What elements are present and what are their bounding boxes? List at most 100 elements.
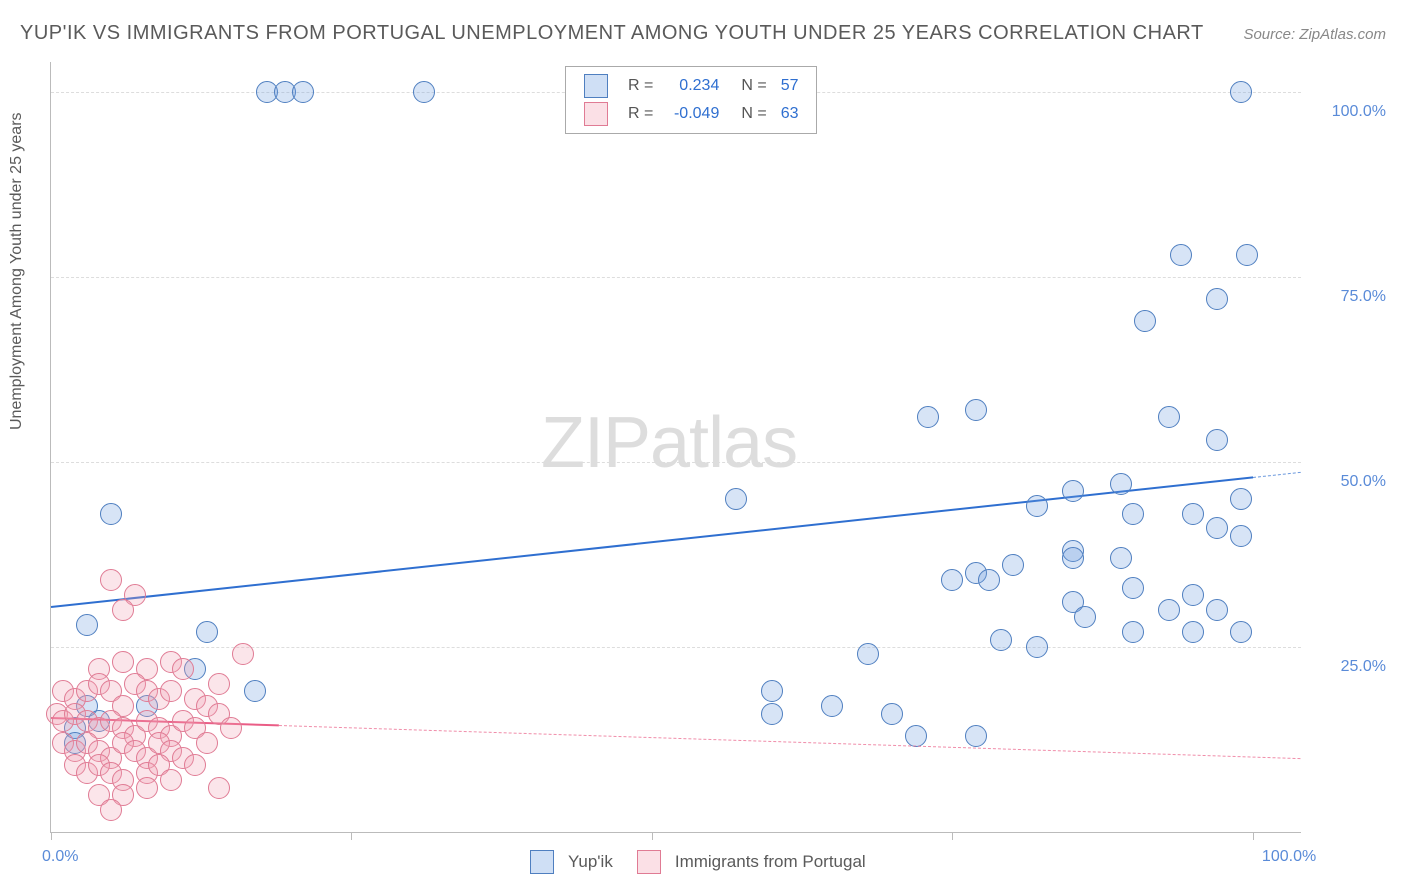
data-point bbox=[1170, 244, 1192, 266]
data-point bbox=[1110, 473, 1132, 495]
data-point bbox=[761, 680, 783, 702]
data-point bbox=[1110, 547, 1132, 569]
y-tick-label: 75.0% bbox=[1341, 288, 1386, 306]
data-point bbox=[881, 703, 903, 725]
data-point bbox=[1230, 525, 1252, 547]
x-tick-label: 0.0% bbox=[42, 848, 78, 866]
data-point bbox=[100, 799, 122, 821]
data-point bbox=[1206, 288, 1228, 310]
legend-R-value: 0.234 bbox=[661, 73, 725, 99]
data-point bbox=[1236, 244, 1258, 266]
data-point bbox=[1182, 621, 1204, 643]
y-axis-label: Unemployment Among Youth under 25 years bbox=[8, 112, 26, 430]
data-point bbox=[136, 777, 158, 799]
data-point bbox=[965, 399, 987, 421]
data-point bbox=[112, 599, 134, 621]
legend-label: Immigrants from Portugal bbox=[675, 852, 866, 872]
legend-swatch bbox=[530, 850, 554, 874]
chart-container: YUP'IK VS IMMIGRANTS FROM PORTUGAL UNEMP… bbox=[0, 0, 1406, 892]
data-point bbox=[821, 695, 843, 717]
data-point bbox=[184, 754, 206, 776]
legend-R-label: R = bbox=[622, 73, 659, 99]
data-point bbox=[725, 488, 747, 510]
data-point bbox=[196, 732, 218, 754]
trend-line-dashed bbox=[279, 725, 1301, 759]
data-point bbox=[1122, 503, 1144, 525]
data-point bbox=[1026, 495, 1048, 517]
data-point bbox=[1206, 517, 1228, 539]
data-point bbox=[1122, 621, 1144, 643]
data-point bbox=[172, 658, 194, 680]
legend-label: Yup'ik bbox=[568, 852, 613, 872]
gridline bbox=[51, 277, 1301, 278]
watermark-atlas: atlas bbox=[650, 403, 797, 483]
data-point bbox=[1074, 606, 1096, 628]
x-tick bbox=[51, 832, 52, 840]
data-point bbox=[292, 81, 314, 103]
data-point bbox=[1002, 554, 1024, 576]
x-tick bbox=[351, 832, 352, 840]
legend-R-value: -0.049 bbox=[661, 101, 725, 127]
stats-table: R =0.234N =57R =-0.049N =63 bbox=[576, 71, 806, 129]
legend-item: Immigrants from Portugal bbox=[637, 850, 866, 874]
legend-item: Yup'ik bbox=[530, 850, 613, 874]
x-tick-label: 100.0% bbox=[1262, 848, 1316, 866]
data-point bbox=[1206, 429, 1228, 451]
data-point bbox=[1122, 577, 1144, 599]
data-point bbox=[978, 569, 1000, 591]
legend-swatch-cell bbox=[578, 101, 620, 127]
legend-swatch-cell bbox=[578, 73, 620, 99]
data-point bbox=[1158, 599, 1180, 621]
legend-swatch bbox=[584, 102, 608, 126]
data-point bbox=[1134, 310, 1156, 332]
data-point bbox=[1230, 621, 1252, 643]
data-point bbox=[208, 673, 230, 695]
y-tick-label: 100.0% bbox=[1332, 103, 1386, 121]
legend-row: R =-0.049N =63 bbox=[578, 101, 804, 127]
gridline bbox=[51, 462, 1301, 463]
legend-row: R =0.234N =57 bbox=[578, 73, 804, 99]
watermark: ZIPatlas bbox=[541, 402, 797, 484]
data-point bbox=[761, 703, 783, 725]
data-point bbox=[1062, 547, 1084, 569]
source-label: Source: ZipAtlas.com bbox=[1243, 26, 1386, 43]
legend-N-value: 63 bbox=[775, 101, 805, 127]
data-point bbox=[76, 614, 98, 636]
data-point bbox=[941, 569, 963, 591]
trend-line-dashed bbox=[1253, 471, 1301, 477]
data-point bbox=[1062, 480, 1084, 502]
data-point bbox=[1026, 636, 1048, 658]
data-point bbox=[965, 725, 987, 747]
data-point bbox=[857, 643, 879, 665]
data-point bbox=[1230, 488, 1252, 510]
stats-legend: R =0.234N =57R =-0.049N =63 bbox=[565, 66, 817, 134]
legend-R-label: R = bbox=[622, 101, 659, 127]
data-point bbox=[1230, 81, 1252, 103]
plot-area: ZIPatlas bbox=[50, 62, 1301, 833]
data-point bbox=[244, 680, 266, 702]
y-tick-label: 25.0% bbox=[1341, 658, 1386, 676]
legend-N-value: 57 bbox=[775, 73, 805, 99]
x-tick bbox=[952, 832, 953, 840]
data-point bbox=[917, 406, 939, 428]
x-tick bbox=[652, 832, 653, 840]
data-point bbox=[160, 680, 182, 702]
data-point bbox=[196, 621, 218, 643]
data-point bbox=[905, 725, 927, 747]
legend-N-label: N = bbox=[727, 73, 772, 99]
data-point bbox=[232, 643, 254, 665]
x-tick bbox=[1253, 832, 1254, 840]
data-point bbox=[990, 629, 1012, 651]
series-legend: Yup'ik Immigrants from Portugal bbox=[530, 850, 866, 874]
data-point bbox=[413, 81, 435, 103]
data-point bbox=[100, 569, 122, 591]
y-tick-label: 50.0% bbox=[1341, 473, 1386, 491]
watermark-zip: ZIP bbox=[541, 403, 650, 483]
data-point bbox=[160, 769, 182, 791]
legend-N-label: N = bbox=[727, 101, 772, 127]
legend-swatch bbox=[584, 74, 608, 98]
data-point bbox=[1182, 584, 1204, 606]
data-point bbox=[208, 777, 230, 799]
data-point bbox=[1158, 406, 1180, 428]
data-point bbox=[1182, 503, 1204, 525]
